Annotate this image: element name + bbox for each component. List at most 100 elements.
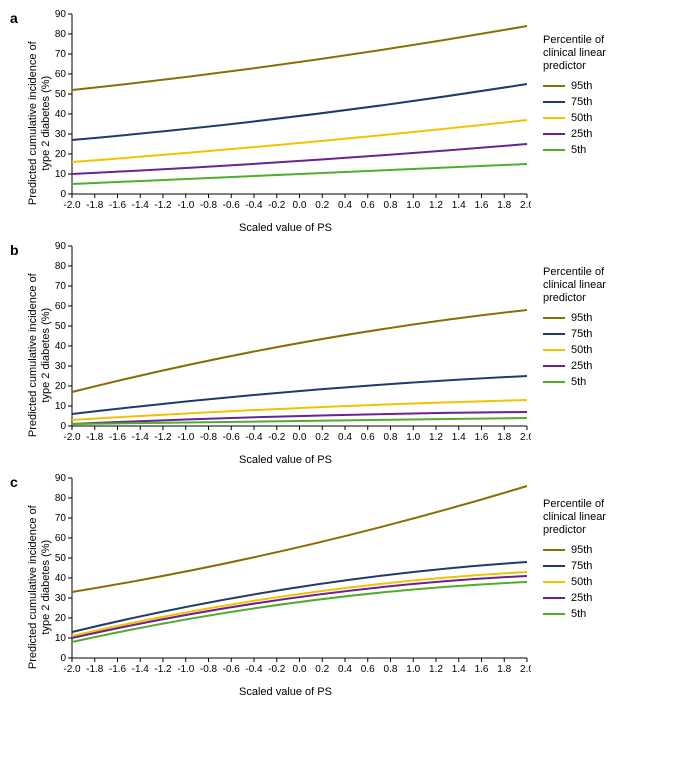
svg-text:70: 70 <box>55 49 67 60</box>
svg-text:-1.2: -1.2 <box>154 664 172 675</box>
svg-text:1.8: 1.8 <box>497 200 511 211</box>
svg-text:0.2: 0.2 <box>315 200 329 211</box>
svg-text:-0.6: -0.6 <box>223 200 241 211</box>
legend-label: 5th <box>571 608 586 620</box>
svg-text:1.8: 1.8 <box>497 664 511 675</box>
svg-text:0.2: 0.2 <box>315 432 329 443</box>
svg-text:-0.4: -0.4 <box>245 200 263 211</box>
svg-text:-1.2: -1.2 <box>154 200 172 211</box>
legend-label: 50th <box>571 576 592 588</box>
svg-text:-0.4: -0.4 <box>245 664 263 675</box>
svg-text:0.6: 0.6 <box>361 200 375 211</box>
svg-text:0.4: 0.4 <box>338 200 352 211</box>
svg-text:0.0: 0.0 <box>293 432 307 443</box>
chart-svg: 0102030405060708090-2.0-1.8-1.6-1.4-1.2-… <box>40 474 531 682</box>
legend-item-25th: 25th <box>543 592 606 604</box>
series-line-50th <box>72 572 527 636</box>
svg-text:0.8: 0.8 <box>384 432 398 443</box>
legend-label: 75th <box>571 96 592 108</box>
svg-text:0: 0 <box>60 653 66 664</box>
legend-item-75th: 75th <box>543 560 606 572</box>
svg-text:-2.0: -2.0 <box>63 664 81 675</box>
svg-text:0.4: 0.4 <box>338 432 352 443</box>
series-line-75th <box>72 84 527 140</box>
svg-text:0: 0 <box>60 189 66 200</box>
series-line-95th <box>72 26 527 90</box>
legend-label: 75th <box>571 328 592 340</box>
svg-text:1.8: 1.8 <box>497 432 511 443</box>
svg-text:2.0: 2.0 <box>520 664 531 675</box>
series-line-5th <box>72 164 527 184</box>
svg-text:1.6: 1.6 <box>475 432 489 443</box>
svg-text:90: 90 <box>55 10 67 20</box>
svg-text:1.2: 1.2 <box>429 664 443 675</box>
svg-text:1.2: 1.2 <box>429 432 443 443</box>
legend-swatch <box>543 597 565 599</box>
svg-text:0.6: 0.6 <box>361 664 375 675</box>
legend-label: 50th <box>571 344 592 356</box>
svg-text:1.0: 1.0 <box>406 200 420 211</box>
legend-label: 25th <box>571 360 592 372</box>
legend-item-95th: 95th <box>543 544 606 556</box>
svg-text:70: 70 <box>55 513 67 524</box>
legend-item-50th: 50th <box>543 344 606 356</box>
series-line-50th <box>72 120 527 162</box>
svg-text:0: 0 <box>60 421 66 432</box>
legend-label: 50th <box>571 112 592 124</box>
legend-item-25th: 25th <box>543 360 606 372</box>
legend-swatch <box>543 133 565 135</box>
legend-swatch <box>543 381 565 383</box>
svg-text:-1.0: -1.0 <box>177 664 195 675</box>
svg-text:50: 50 <box>55 89 67 100</box>
svg-text:50: 50 <box>55 321 67 332</box>
svg-text:1.0: 1.0 <box>406 664 420 675</box>
legend-label: 25th <box>571 128 592 140</box>
svg-text:1.4: 1.4 <box>452 432 466 443</box>
legend-swatch <box>543 85 565 87</box>
svg-text:-0.8: -0.8 <box>200 664 218 675</box>
legend-title: Percentile ofclinical linearpredictor <box>543 34 606 74</box>
svg-text:40: 40 <box>55 573 67 584</box>
y-axis-label: Predicted cumulative incidence of type 2… <box>27 33 53 213</box>
legend-item-50th: 50th <box>543 576 606 588</box>
legend-label: 5th <box>571 144 586 156</box>
svg-text:10: 10 <box>55 169 67 180</box>
svg-text:20: 20 <box>55 613 67 624</box>
legend-item-25th: 25th <box>543 128 606 140</box>
legend-item-5th: 5th <box>543 608 606 620</box>
svg-text:60: 60 <box>55 69 67 80</box>
svg-text:10: 10 <box>55 401 67 412</box>
svg-text:80: 80 <box>55 29 67 40</box>
legend-swatch <box>543 101 565 103</box>
svg-text:0.4: 0.4 <box>338 664 352 675</box>
legend-swatch <box>543 333 565 335</box>
legend-label: 25th <box>571 592 592 604</box>
x-axis-label: Scaled value of PS <box>40 454 531 466</box>
legend-label: 95th <box>571 312 592 324</box>
panel-b: bPredicted cumulative incidence of type … <box>10 242 675 466</box>
svg-text:-0.8: -0.8 <box>200 432 218 443</box>
series-line-5th <box>72 582 527 642</box>
svg-text:-1.8: -1.8 <box>86 664 104 675</box>
svg-text:10: 10 <box>55 633 67 644</box>
svg-text:80: 80 <box>55 261 67 272</box>
svg-text:-2.0: -2.0 <box>63 432 81 443</box>
svg-text:2.0: 2.0 <box>520 432 531 443</box>
svg-text:0.8: 0.8 <box>384 200 398 211</box>
svg-text:30: 30 <box>55 129 67 140</box>
x-axis-label: Scaled value of PS <box>40 686 531 698</box>
svg-text:-0.2: -0.2 <box>268 200 286 211</box>
legend-item-75th: 75th <box>543 328 606 340</box>
svg-text:2.0: 2.0 <box>520 200 531 211</box>
legend-swatch <box>543 349 565 351</box>
legend: Percentile ofclinical linearpredictor 95t… <box>543 498 606 698</box>
svg-text:-0.8: -0.8 <box>200 200 218 211</box>
svg-text:60: 60 <box>55 533 67 544</box>
legend-item-50th: 50th <box>543 112 606 124</box>
legend-item-95th: 95th <box>543 312 606 324</box>
legend-title: Percentile ofclinical linearpredictor <box>543 498 606 538</box>
legend-item-95th: 95th <box>543 80 606 92</box>
svg-text:-1.8: -1.8 <box>86 432 104 443</box>
y-axis-label: Predicted cumulative incidence of type 2… <box>27 497 53 677</box>
svg-text:80: 80 <box>55 493 67 504</box>
